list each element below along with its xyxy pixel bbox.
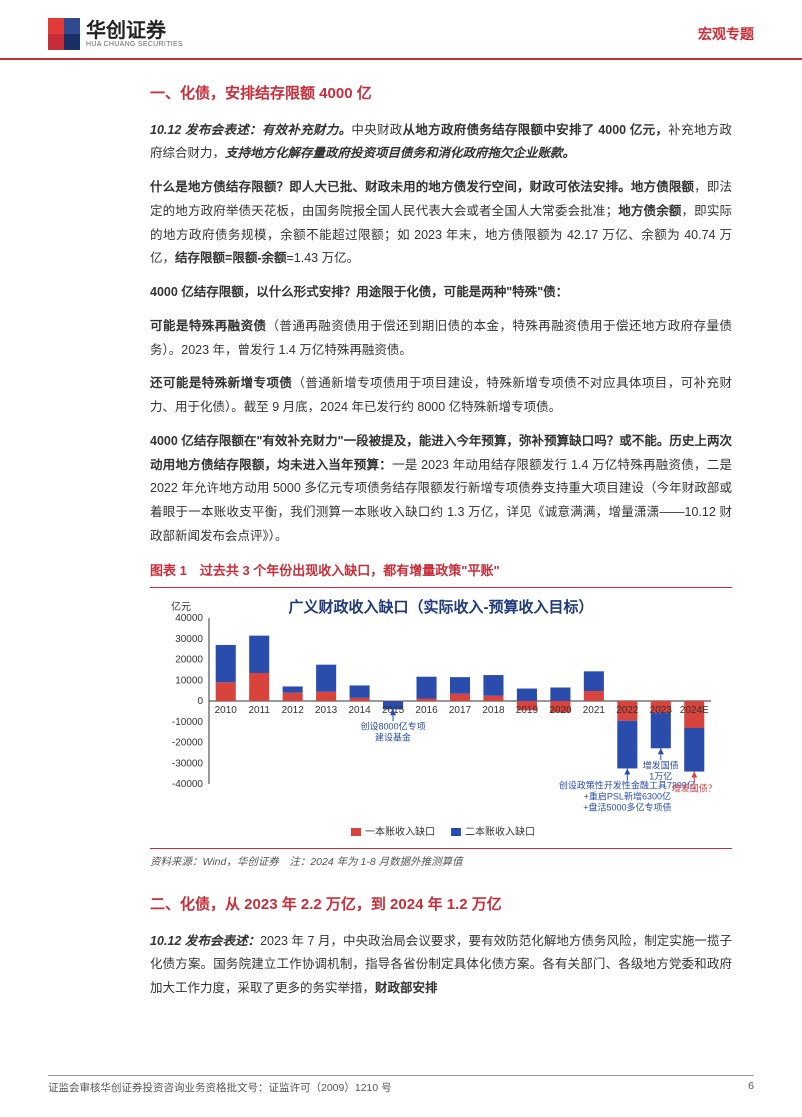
section1-p1: 10.12 发布会表述：有效补充财力。中央财政从地方政府债务结存限额中安排了 4… — [150, 119, 732, 167]
svg-text:增发国债？: 增发国债？ — [672, 783, 717, 794]
deficit-chart: 亿元 广义财政收入缺口（实际收入-预算收入目标） -40000 -30000 -2000… — [161, 594, 721, 844]
svg-text:1万亿: 1万亿 — [649, 770, 672, 781]
svg-text:2019: 2019 — [516, 705, 539, 716]
section1-p5: 还可能是特殊新增专项债（普通新增专项债用于项目建设，特殊新增专项债不对应具体项目… — [150, 372, 732, 420]
svg-text:2013: 2013 — [315, 705, 338, 716]
svg-text:40000: 40000 — [175, 613, 203, 624]
section1-title: 一、化债，安排结存限额 4000 亿 — [150, 80, 732, 109]
section1-p2: 什么是地方债结存限额？即人大已批、财政未用的地方债发行空间，财政可依法安排。地方… — [150, 176, 732, 271]
svg-text:建设基金: 建设基金 — [375, 731, 411, 742]
svg-text:-40000: -40000 — [172, 779, 204, 790]
p1-b: 中央财政 — [351, 123, 402, 137]
p2-f: =1.43 万亿。 — [286, 251, 359, 265]
chart-container: 亿元 广义财政收入缺口（实际收入-预算收入目标） -40000 -30000 -2000… — [150, 587, 732, 849]
p5-a: 还可能是特殊新增专项债 — [150, 376, 292, 390]
section1-p4: 可能是特殊再融资债（普通再融资债用于偿还到期旧债的本金，特殊再融资债用于偿还地方… — [150, 315, 732, 363]
svg-text:0: 0 — [197, 696, 203, 707]
logo-sq-tr — [64, 18, 80, 34]
logo-sq-tl — [48, 18, 64, 34]
page-number: 6 — [748, 1080, 754, 1095]
svg-text:20000: 20000 — [175, 655, 203, 666]
header-category: 宏观专题 — [698, 24, 754, 44]
footer-disclaimer: 证监会审核华创证券投资咨询业务资格批文号：证监许可（2009）1210 号 — [48, 1080, 392, 1095]
svg-text:2024E: 2024E — [680, 705, 709, 716]
svg-text:增发国债: 增发国债 — [643, 759, 679, 770]
p1-e: 支持地方化解存量政府投资项目债务和消化政府拖欠企业账款。 — [225, 146, 575, 160]
p2-c: 地方债余额 — [618, 204, 681, 218]
svg-text:2017: 2017 — [449, 705, 472, 716]
svg-text:2021: 2021 — [583, 705, 606, 716]
p4-a: 可能是特殊再融资债 — [150, 319, 266, 333]
svg-text:2022: 2022 — [616, 705, 639, 716]
logo-block: 华创证券 HUA CHUANG SECURITIES — [48, 18, 183, 50]
logo-en: HUA CHUANG SECURITIES — [86, 41, 183, 48]
logo-sq-bl — [48, 34, 64, 50]
content-body: 一、化债，安排结存限额 4000 亿 10.12 发布会表述：有效补充财力。中央… — [0, 60, 802, 1021]
p1-c: 从地方政府债务结存限额中安排了 4000 亿元， — [403, 123, 669, 137]
svg-text:-30000: -30000 — [172, 758, 204, 769]
svg-text:2016: 2016 — [415, 705, 438, 716]
svg-text:2023: 2023 — [650, 705, 673, 716]
p2-a: 什么是地方债结存限额？即人大已批、财政未用的地方债发行空间，财政可依法安排。地方… — [150, 180, 694, 194]
svg-text:-20000: -20000 — [172, 738, 204, 749]
section2-p1: 10.12 发布会表述：2023 年 7 月，中央政治局会议要求，要有效防范化解… — [150, 930, 732, 1001]
figure-label: 图表 1 过去共 3 个年份出现收入缺口，都有增量政策"平账" — [150, 559, 732, 584]
svg-text:+重启PSL新增6300亿: +重启PSL新增6300亿 — [584, 791, 671, 802]
svg-text:一本账收入缺口: 一本账收入缺口 — [365, 825, 435, 838]
svg-text:2018: 2018 — [482, 705, 505, 716]
page-header: 华创证券 HUA CHUANG SECURITIES 宏观专题 — [0, 0, 802, 60]
svg-text:10000: 10000 — [175, 675, 203, 686]
section1-p6: 4000 亿结存限额在"有效补充财力"一段被提及，能进入今年预算，弥补预算缺口吗… — [150, 430, 732, 549]
section1-p3: 4000 亿结存限额，以什么形式安排？用途限于化债，可能是两种"特殊"债： — [150, 281, 732, 305]
svg-text:2010: 2010 — [215, 705, 238, 716]
svg-text:亿元: 亿元 — [171, 600, 191, 613]
svg-text:2020: 2020 — [549, 705, 572, 716]
logo-cn: 华创证券 — [86, 21, 183, 41]
s2p1-c: 财政部安排 — [375, 981, 438, 995]
p1-lead: 10.12 发布会表述：有效补充财力。 — [150, 123, 351, 137]
logo-icon — [48, 18, 80, 50]
svg-text:二本账收入缺口: 二本账收入缺口 — [465, 825, 535, 838]
logo-sq-br — [64, 34, 80, 50]
svg-text:广义财政收入缺口（实际收入-预算收入目标）: 广义财政收入缺口（实际收入-预算收入目标） — [289, 598, 594, 616]
p2-e: 结存限额=限额-余额 — [175, 251, 286, 265]
svg-text:30000: 30000 — [175, 634, 203, 645]
svg-text:+盘活5000多亿专项债: +盘活5000多亿专项债 — [583, 802, 671, 813]
svg-text:-10000: -10000 — [172, 717, 204, 728]
svg-text:2012: 2012 — [282, 705, 305, 716]
chart-source: 资料来源：Wind，华创证券 注：2024 年为 1-8 月数据外推测算值 — [150, 853, 732, 873]
logo-text: 华创证券 HUA CHUANG SECURITIES — [86, 21, 183, 48]
svg-text:2011: 2011 — [248, 705, 270, 716]
s2p1-a: 10.12 发布会表述： — [150, 934, 260, 948]
svg-text:创设8000亿专项: 创设8000亿专项 — [361, 720, 426, 731]
page-footer: 证监会审核华创证券投资咨询业务资格批文号：证监许可（2009）1210 号 6 — [48, 1075, 754, 1095]
section2-title: 二、化债，从 2023 年 2.2 万亿，到 2024 年 1.2 万亿 — [150, 891, 732, 920]
svg-text:2014: 2014 — [348, 705, 371, 716]
